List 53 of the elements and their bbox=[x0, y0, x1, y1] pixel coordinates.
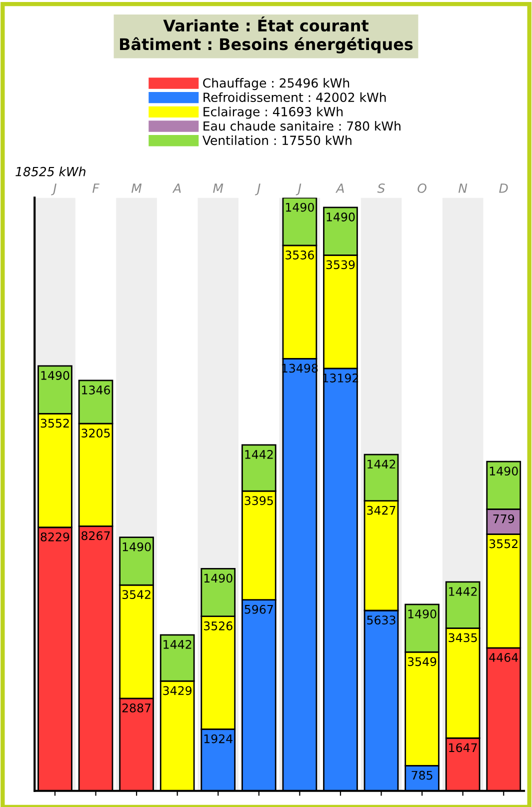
data-label: 4464 bbox=[489, 653, 518, 662]
x-tick-label: F bbox=[92, 184, 100, 193]
legend-label: Eclairage : 41693 kWh bbox=[204, 106, 343, 119]
data-label: 1490 bbox=[408, 609, 436, 618]
data-label: 1924 bbox=[204, 734, 232, 744]
data-label: 3549 bbox=[408, 657, 436, 666]
data-label: 1647 bbox=[449, 743, 477, 752]
data-label: 2887 bbox=[122, 703, 151, 712]
data-label: 3526 bbox=[204, 621, 232, 630]
x-tick-label: N bbox=[458, 184, 468, 193]
data-label: 1442 bbox=[245, 450, 273, 459]
data-label: 3429 bbox=[163, 686, 192, 696]
data-label: 3435 bbox=[448, 633, 477, 642]
data-label: 3539 bbox=[326, 260, 355, 270]
data-label: 3205 bbox=[82, 428, 110, 438]
x-tick-label: J bbox=[255, 184, 260, 196]
data-label: 779 bbox=[493, 514, 514, 524]
data-label: 3395 bbox=[244, 496, 273, 506]
data-label: 3552 bbox=[40, 418, 69, 428]
legend-label: Chauffage : 25496 kWh bbox=[203, 78, 350, 90]
data-label: 1490 bbox=[204, 574, 232, 583]
x-tick-label: A bbox=[172, 184, 181, 193]
data-label: 5967 bbox=[244, 604, 273, 614]
legend-label: Refroidissement : 42002 kWh bbox=[204, 92, 386, 102]
data-label: 1346 bbox=[82, 386, 110, 394]
data-label: 8229 bbox=[40, 532, 70, 542]
data-label: 3536 bbox=[286, 250, 314, 260]
data-label: 1442 bbox=[449, 587, 477, 596]
x-tick-label: O bbox=[418, 183, 426, 193]
data-label: 1490 bbox=[490, 466, 518, 476]
data-label: 785 bbox=[412, 770, 432, 780]
x-tick-label: J bbox=[51, 184, 56, 196]
data-label: 1490 bbox=[41, 371, 70, 380]
text: 18525 kWh bbox=[16, 166, 86, 176]
x-tick-label: A bbox=[336, 184, 344, 193]
x-tick-label: M bbox=[131, 184, 142, 193]
data-label: 5633 bbox=[367, 616, 396, 624]
data-label: 1490 bbox=[286, 202, 314, 212]
x-tick-label: D bbox=[499, 184, 508, 193]
legend-label: Eau chaude sanitaire : 780 kWh bbox=[204, 121, 400, 131]
data-label: 1442 bbox=[164, 640, 192, 649]
data-label: 3552 bbox=[490, 539, 518, 548]
x-tick-label: M bbox=[213, 184, 224, 193]
legend-label: Ventilation : 17550 kWh bbox=[202, 135, 352, 146]
data-label: 8267 bbox=[82, 531, 110, 540]
data-label: 1490 bbox=[122, 542, 151, 552]
data-label: 1442 bbox=[368, 460, 396, 468]
data-label: 3427 bbox=[367, 506, 396, 515]
data-label: 1490 bbox=[326, 212, 355, 222]
chart-title: Variante : État courant Bâtiment : Besoins énergétiques bbox=[120, 16, 413, 54]
data-label: 3542 bbox=[122, 590, 150, 600]
x-tick-label: J bbox=[296, 184, 302, 196]
x-tick-label: S bbox=[377, 183, 385, 193]
